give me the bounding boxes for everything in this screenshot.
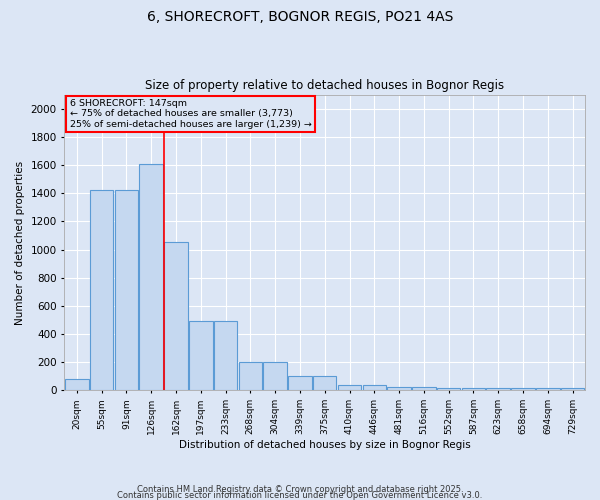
Text: Contains HM Land Registry data © Crown copyright and database right 2025.: Contains HM Land Registry data © Crown c…: [137, 484, 463, 494]
Bar: [189, 322, 212, 390]
Bar: [313, 376, 337, 390]
Y-axis label: Number of detached properties: Number of detached properties: [15, 160, 25, 324]
Bar: [561, 388, 584, 390]
Bar: [511, 388, 535, 390]
Bar: [90, 190, 113, 390]
Text: Contains public sector information licensed under the Open Government Licence v3: Contains public sector information licen…: [118, 490, 482, 500]
Bar: [461, 388, 485, 390]
Bar: [288, 376, 312, 390]
Text: 6 SHORECROFT: 147sqm
← 75% of detached houses are smaller (3,773)
25% of semi-de: 6 SHORECROFT: 147sqm ← 75% of detached h…: [70, 99, 311, 129]
Bar: [139, 164, 163, 390]
Bar: [115, 190, 138, 390]
Bar: [239, 362, 262, 390]
Bar: [214, 322, 238, 390]
Title: Size of property relative to detached houses in Bognor Regis: Size of property relative to detached ho…: [145, 79, 504, 92]
Bar: [487, 388, 510, 390]
Bar: [536, 388, 560, 390]
Bar: [263, 362, 287, 390]
Bar: [362, 386, 386, 390]
Bar: [437, 388, 460, 390]
X-axis label: Distribution of detached houses by size in Bognor Regis: Distribution of detached houses by size …: [179, 440, 470, 450]
Bar: [388, 387, 411, 390]
Bar: [412, 387, 436, 390]
Bar: [338, 386, 361, 390]
Text: 6, SHORECROFT, BOGNOR REGIS, PO21 4AS: 6, SHORECROFT, BOGNOR REGIS, PO21 4AS: [147, 10, 453, 24]
Bar: [65, 379, 89, 390]
Bar: [164, 242, 188, 390]
